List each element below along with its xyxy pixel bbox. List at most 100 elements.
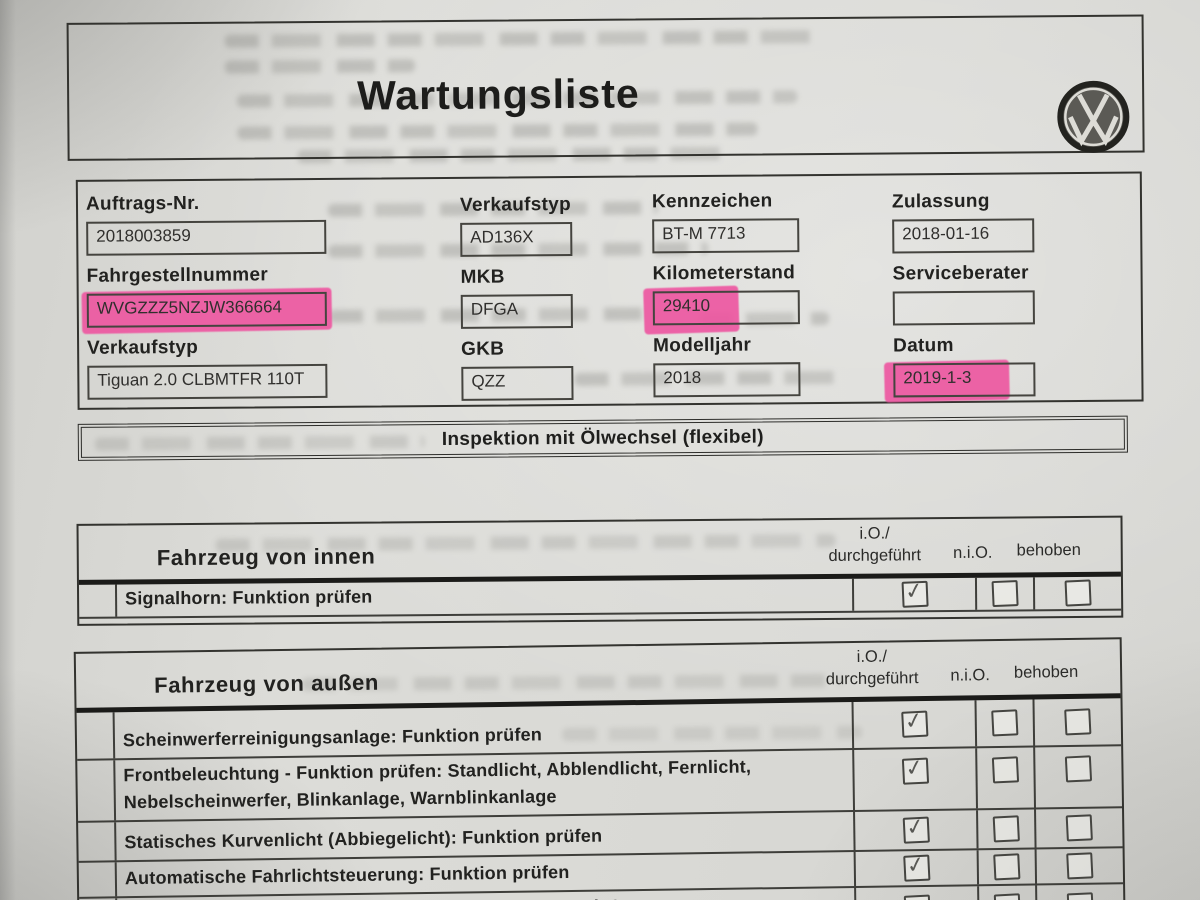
checkbox-behoben: ✓ <box>1065 814 1093 842</box>
form-field: GKB QZZ <box>461 338 574 401</box>
cell-nio: ✓ <box>977 885 1036 900</box>
cell-behoben: ✓ <box>1035 884 1124 900</box>
form-field: Fahrgestellnummer WVGZZZ5NZJW366664 <box>81 264 333 335</box>
checklist-item-cell: Signalhorn: Funktion prüfen <box>117 579 852 617</box>
cell-behoben: ✓ <box>1033 746 1122 808</box>
column-header-nio: n.i.O. <box>950 666 990 685</box>
vw-logo-icon <box>1057 80 1130 153</box>
checkbox-nio: ✓ <box>991 756 1020 784</box>
cell-nio: ✓ <box>976 809 1035 849</box>
checklist-item-text: Frontbeleuchtung - Funktion prüfen: Stan… <box>123 756 752 813</box>
checklist-item-text: Scheinwerferreinigungsanlage: Funktion p… <box>122 724 543 751</box>
cell-io-durchgefuehrt: ✓ <box>851 700 976 749</box>
field-value: WVGZZZ5NZJW366664 <box>96 297 283 318</box>
row-stub-cell <box>76 712 116 759</box>
form-field: Kennzeichen BT-M 7713 <box>651 190 800 254</box>
checklist-item-text: Statisches Kurvenlicht (Abbiegelicht): F… <box>124 825 603 853</box>
field-value: 29410 <box>662 295 711 316</box>
section-body: Scheinwerferreinigungsanlage: Funktion p… <box>76 698 1124 900</box>
checkbox-io-durchgefuehrt: ✓ <box>901 577 929 608</box>
checkbox-behoben: ✓ <box>1066 892 1094 900</box>
cell-nio: ✓ <box>975 747 1034 809</box>
checkbox-behoben: ✓ <box>1064 755 1093 783</box>
vehicle-info-box: Auftrags-Nr. 2018003859 Verkaufstyp AD13… <box>75 171 1144 410</box>
field-value-box: 2018-01-16 <box>892 218 1035 254</box>
field-value: 2018003859 <box>96 225 191 246</box>
checkbox-io-durchgefuehrt: ✓ <box>903 894 931 900</box>
field-value-box: Tiguan 2.0 CLBMTFR 110T <box>87 363 328 400</box>
column-header-io-durchgefuehrt: i.O./ durchgeführt <box>825 647 919 689</box>
checkbox-io-durchgefuehrt: ✓ <box>901 754 929 785</box>
field-value: 2018 <box>663 367 702 388</box>
field-value-box: DFGA <box>460 293 573 329</box>
field-value-box: QZZ <box>461 365 574 401</box>
checklist-item-text: Signalhorn: Funktion prüfen <box>125 586 373 609</box>
checklist-row: Signalhorn: Funktion prüfen ✓ ✓ ✓ <box>78 576 1122 619</box>
field-value: QZZ <box>471 371 506 391</box>
service-type-inner-frame: Inspektion mit Ölwechsel (flexibel) <box>80 418 1125 458</box>
checklist-section: Fahrzeug von innen i.O./ durchgeführt n.… <box>76 515 1124 626</box>
checkbox-behoben: ✓ <box>1064 708 1092 736</box>
section-title: Fahrzeug von innen <box>156 543 376 571</box>
checkbox-nio: ✓ <box>991 580 1019 608</box>
form-field: Modelljahr 2018 <box>653 334 801 398</box>
field-label: Modelljahr <box>653 334 752 357</box>
checkmark-icon: ✓ <box>902 576 925 605</box>
field-value-box: 2018003859 <box>86 219 327 256</box>
column-header-nio: n.i.O. <box>952 543 993 562</box>
cell-behoben: ✓ <box>1034 848 1124 884</box>
checklist-item-cell: Frontbeleuchtung - Funktion prüfen: Stan… <box>115 750 853 820</box>
field-label: Verkaufstyp <box>459 193 572 216</box>
checkbox-io-durchgefuehrt: ✓ <box>902 851 930 882</box>
row-stub-cell <box>78 584 118 617</box>
field-value-box: 2018 <box>653 362 801 398</box>
section-body: Signalhorn: Funktion prüfen ✓ ✓ ✓ <box>78 576 1122 624</box>
field-label: Kilometerstand <box>652 262 796 285</box>
cell-io-durchgefuehrt: ✓ <box>851 577 976 611</box>
section-title: Fahrzeug von außen <box>154 669 380 698</box>
row-stub-cell <box>77 760 117 821</box>
row-stub-cell <box>78 822 117 861</box>
field-value-box: 29410 <box>652 290 800 326</box>
checklist-section: Fahrzeug von außen i.O./ durchgeführt n.… <box>73 637 1126 900</box>
checkmark-icon: ✓ <box>902 753 926 782</box>
cell-nio: ✓ <box>976 849 1036 885</box>
cell-nio: ✓ <box>974 577 1034 610</box>
title-box: Wartungsliste <box>66 14 1145 161</box>
field-value-box: 2019-1-3 <box>893 362 1036 398</box>
checklist-item-text: Automatische Fahrlichtsteuerung: Funktio… <box>124 862 570 889</box>
field-label: Auftrags-Nr. <box>85 192 200 215</box>
field-value-box: WVGZZZ5NZJW366664 <box>86 291 327 328</box>
field-value: AD136X <box>470 227 534 247</box>
form-field: Verkaufstyp AD136X <box>459 193 573 257</box>
checkmark-icon: ✓ <box>901 706 925 735</box>
column-header-behoben: behoben <box>1013 662 1079 682</box>
checkbox-behoben: ✓ <box>1064 579 1092 607</box>
field-label: Kennzeichen <box>651 190 773 213</box>
field-value: BT-M 7713 <box>662 223 746 244</box>
form-field: MKB DFGA <box>460 266 573 329</box>
checkbox-io-durchgefuehrt: ✓ <box>902 813 930 844</box>
field-label: Verkaufstyp <box>87 336 199 359</box>
cell-nio: ✓ <box>974 699 1034 747</box>
checkbox-nio: ✓ <box>993 893 1022 900</box>
checkmark-icon: ✓ <box>903 850 927 879</box>
cell-io-durchgefuehrt: ✓ <box>853 810 977 851</box>
checkbox-nio: ✓ <box>992 815 1020 843</box>
checkbox-behoben: ✓ <box>1066 852 1094 880</box>
section-header: Fahrzeug von innen i.O./ durchgeführt n.… <box>79 518 1121 580</box>
field-value-box <box>892 290 1035 326</box>
cell-behoben: ✓ <box>1032 576 1122 610</box>
field-label: GKB <box>461 338 505 360</box>
cell-behoben: ✓ <box>1032 698 1122 746</box>
field-label: MKB <box>460 266 505 288</box>
form-field: Kilometerstand 29410 <box>643 262 800 335</box>
column-header-behoben: behoben <box>1016 540 1081 560</box>
service-type-banner: Inspektion mit Ölwechsel (flexibel) <box>77 415 1128 461</box>
field-label: Serviceberater <box>892 262 1029 285</box>
cell-io-durchgefuehrt: ✓ <box>852 748 977 811</box>
cell-behoben: ✓ <box>1034 808 1123 848</box>
checkbox-nio: ✓ <box>993 853 1021 881</box>
